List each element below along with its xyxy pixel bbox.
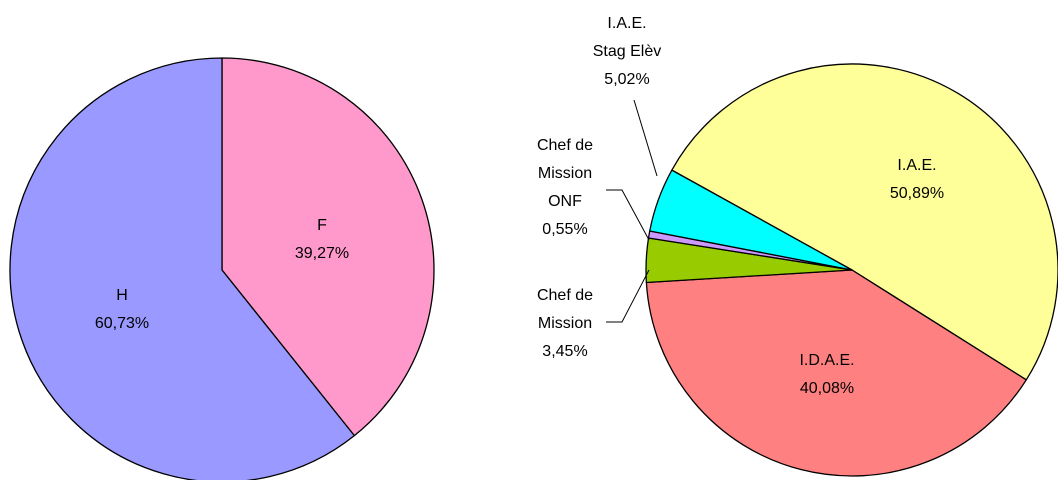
category-label: I.A.E. <box>897 157 937 174</box>
category-label: F <box>317 217 327 234</box>
category-label: I.D.A.E. <box>799 352 855 369</box>
value-label: 60,73% <box>94 315 150 332</box>
leader-line <box>606 269 650 323</box>
pie-slice <box>221 57 435 437</box>
category-label: Chef de Mission <box>536 287 594 332</box>
leader-line <box>606 189 650 241</box>
slice-label: I.A.E. 50,89% <box>890 152 944 208</box>
category-label: I.A.E. Stag Elèv <box>592 15 662 60</box>
slice-label: Chef de Mission ONF 0,55% <box>537 132 593 244</box>
slice-label: I.D.A.E. 40,08% <box>799 347 854 403</box>
category-label: H <box>116 287 128 304</box>
value-label: 5,02% <box>604 71 650 88</box>
slice-label: H 60,73% <box>95 282 149 338</box>
value-label: 40,08% <box>799 380 855 397</box>
value-label: 0,55% <box>542 221 588 238</box>
slice-label: F 39,27% <box>295 212 349 268</box>
pie-slice <box>645 269 1027 477</box>
value-label: 3,45% <box>542 343 588 360</box>
value-label: 50,89% <box>889 185 945 202</box>
slice-label: Chef de Mission 3,45% <box>537 282 593 366</box>
pie-slice <box>649 169 853 271</box>
leader-line <box>633 99 658 177</box>
slice-label: I.A.E. Stag Elèv 5,02% <box>593 10 661 94</box>
category-label: Chef de Mission ONF <box>536 137 594 210</box>
pie-slice <box>9 57 355 480</box>
pie-slice <box>671 63 1058 381</box>
value-label: 39,27% <box>294 245 350 262</box>
